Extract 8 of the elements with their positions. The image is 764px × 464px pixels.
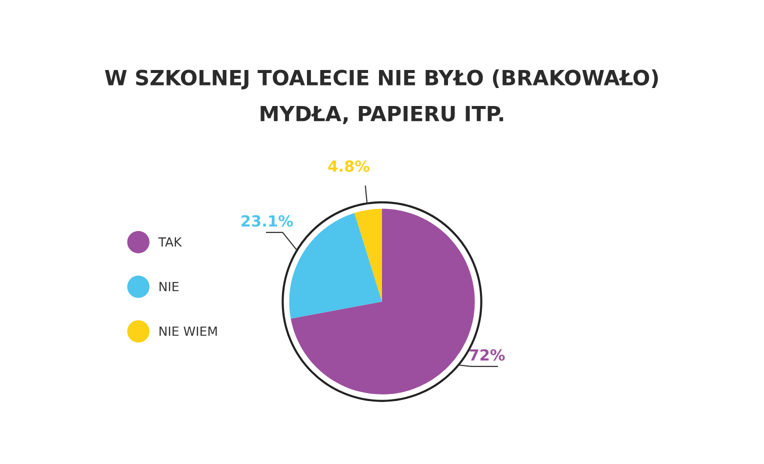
chart-title: W SZKOLNEJ TOALECIE NIE BYŁO (BRAKOWAŁO) MYDŁA, PAPIERU ITP.: [104, 69, 658, 124]
legend-label: TAK: [158, 237, 182, 247]
legend-label: NIE: [160, 282, 178, 292]
data-label: 4.8%: [328, 160, 370, 172]
pie-slice: [354, 208, 382, 302]
legend-label: NIE WIEM: [160, 326, 217, 336]
data-label: 23.1%: [242, 215, 293, 227]
data-label: 72%: [470, 349, 505, 361]
